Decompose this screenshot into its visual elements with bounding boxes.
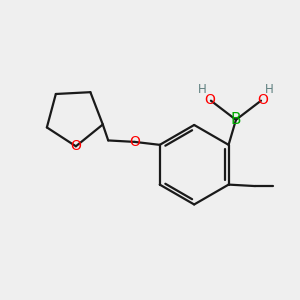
Text: B: B <box>231 112 241 127</box>
Text: O: O <box>204 93 215 107</box>
Text: O: O <box>129 135 140 149</box>
Text: O: O <box>70 139 81 153</box>
Text: H: H <box>265 83 274 96</box>
Text: O: O <box>257 93 268 107</box>
Text: H: H <box>198 83 207 96</box>
